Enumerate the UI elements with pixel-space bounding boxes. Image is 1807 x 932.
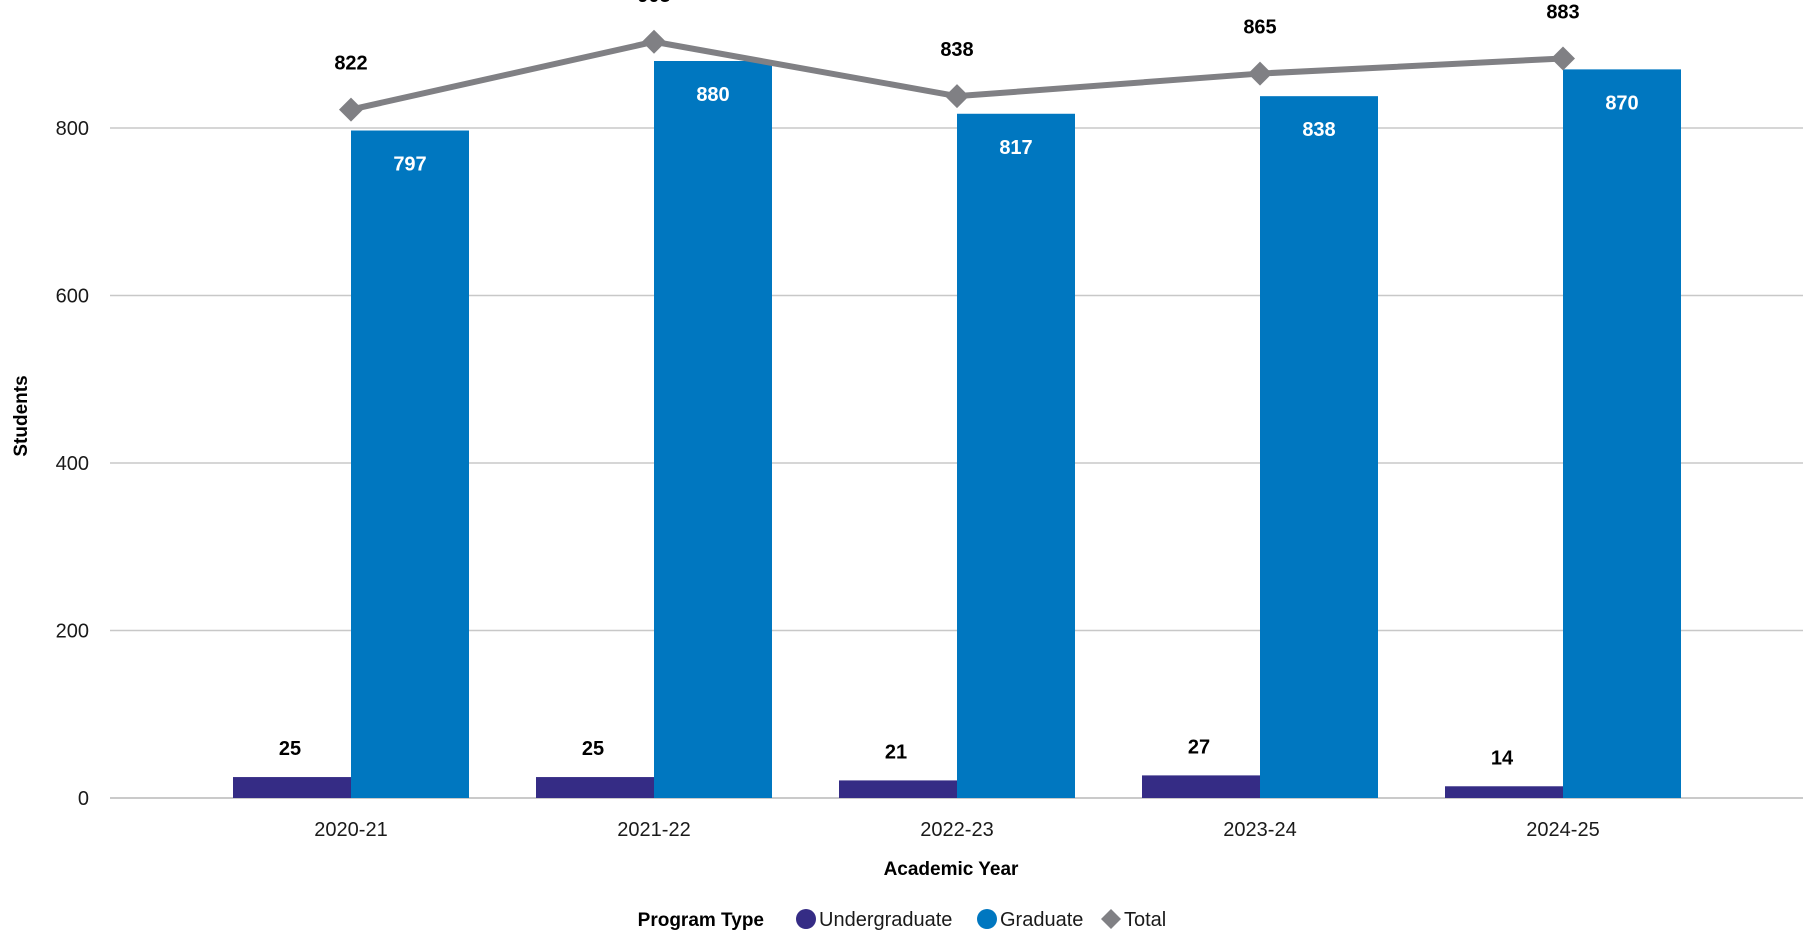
data-label-undergraduate: 27 [1188,736,1210,758]
legend-marker-total [1101,909,1121,929]
y-tick-label: 200 [56,621,89,643]
bar-graduate-2024-25 [1563,69,1681,798]
x-axis-title: Academic Year [884,859,1019,880]
bar-undergraduate-2024-25 [1445,786,1563,798]
data-label-undergraduate: 21 [885,741,907,763]
data-label-total: 865 [1243,17,1276,39]
total-marker [1248,61,1272,86]
data-label-graduate: 870 [1605,92,1638,114]
x-tick-label: 2022-23 [920,819,993,841]
y-axis-ticks: 0 200 400 600 800 [56,118,89,810]
data-label-total: 838 [940,39,973,61]
legend-marker-undergraduate [796,909,816,929]
data-label-undergraduate: 14 [1491,747,1514,769]
x-tick-label: 2024-25 [1526,819,1599,841]
legend: Program Type Undergraduate Graduate Tota… [638,909,1166,931]
total-marker [945,84,969,109]
bars [233,61,1681,799]
bar-undergraduate-2022-23 [839,780,957,798]
x-tick-label: 2020-21 [314,819,387,841]
bar-graduate-2021-22 [654,61,772,798]
data-label-undergraduate: 25 [279,738,301,760]
x-tick-label: 2023-24 [1223,819,1296,841]
x-axis-ticks: 2020-21 2021-22 2022-23 2023-24 2024-25 [314,819,1599,841]
legend-label-graduate: Graduate [1000,909,1083,931]
y-tick-label: 0 [78,788,89,810]
bar-undergraduate-2021-22 [536,777,654,798]
data-label-total: 822 [334,53,367,75]
y-tick-label: 400 [56,453,89,475]
legend-label-undergraduate: Undergraduate [819,909,952,931]
legend-label-total: Total [1124,909,1166,931]
data-label-graduate: 838 [1302,119,1335,141]
data-labels: 25 797 25 880 21 817 27 838 14 870 822 903 838 865 883 [279,0,1639,769]
y-tick-label: 800 [56,118,89,140]
legend-title: Program Type [638,910,764,931]
bar-graduate-2023-24 [1260,96,1378,799]
total-marker [1551,46,1575,71]
data-label-graduate: 797 [393,154,426,176]
x-tick-label: 2021-22 [617,819,690,841]
y-tick-label: 600 [56,286,89,308]
bar-undergraduate-2020-21 [233,777,351,798]
data-label-undergraduate: 25 [582,738,604,760]
total-line [339,29,1575,122]
bar-undergraduate-2023-24 [1142,775,1260,798]
data-label-total: 903 [637,0,670,7]
data-label-graduate: 880 [696,84,729,106]
bar-graduate-2020-21 [351,130,469,798]
y-axis-title: Students [11,375,32,456]
data-label-graduate: 817 [999,137,1032,159]
data-label-total: 883 [1546,1,1579,23]
total-marker [339,97,363,122]
bar-graduate-2022-23 [957,113,1075,798]
total-marker [642,29,666,54]
legend-marker-graduate [977,909,997,929]
